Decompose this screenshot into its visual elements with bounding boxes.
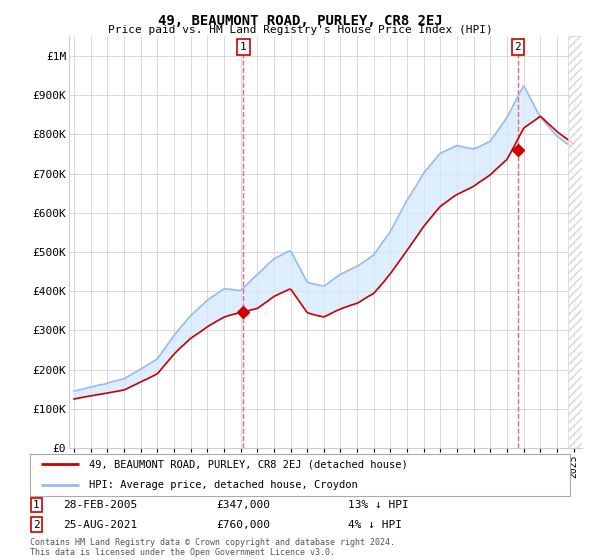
Text: 49, BEAUMONT ROAD, PURLEY, CR8 2EJ: 49, BEAUMONT ROAD, PURLEY, CR8 2EJ (158, 14, 442, 28)
Text: 1: 1 (33, 500, 40, 510)
Text: HPI: Average price, detached house, Croydon: HPI: Average price, detached house, Croy… (89, 480, 358, 490)
Text: 13% ↓ HPI: 13% ↓ HPI (348, 500, 409, 510)
Text: 28-FEB-2005: 28-FEB-2005 (63, 500, 137, 510)
Text: 49, BEAUMONT ROAD, PURLEY, CR8 2EJ (detached house): 49, BEAUMONT ROAD, PURLEY, CR8 2EJ (deta… (89, 459, 408, 469)
Text: £760,000: £760,000 (216, 520, 270, 530)
Text: 1: 1 (240, 42, 247, 52)
Text: £347,000: £347,000 (216, 500, 270, 510)
Text: 25-AUG-2021: 25-AUG-2021 (63, 520, 137, 530)
Text: Price paid vs. HM Land Registry's House Price Index (HPI): Price paid vs. HM Land Registry's House … (107, 25, 493, 35)
Text: 2: 2 (514, 42, 521, 52)
Text: 4% ↓ HPI: 4% ↓ HPI (348, 520, 402, 530)
Text: Contains HM Land Registry data © Crown copyright and database right 2024.
This d: Contains HM Land Registry data © Crown c… (30, 538, 395, 557)
Text: 2: 2 (33, 520, 40, 530)
